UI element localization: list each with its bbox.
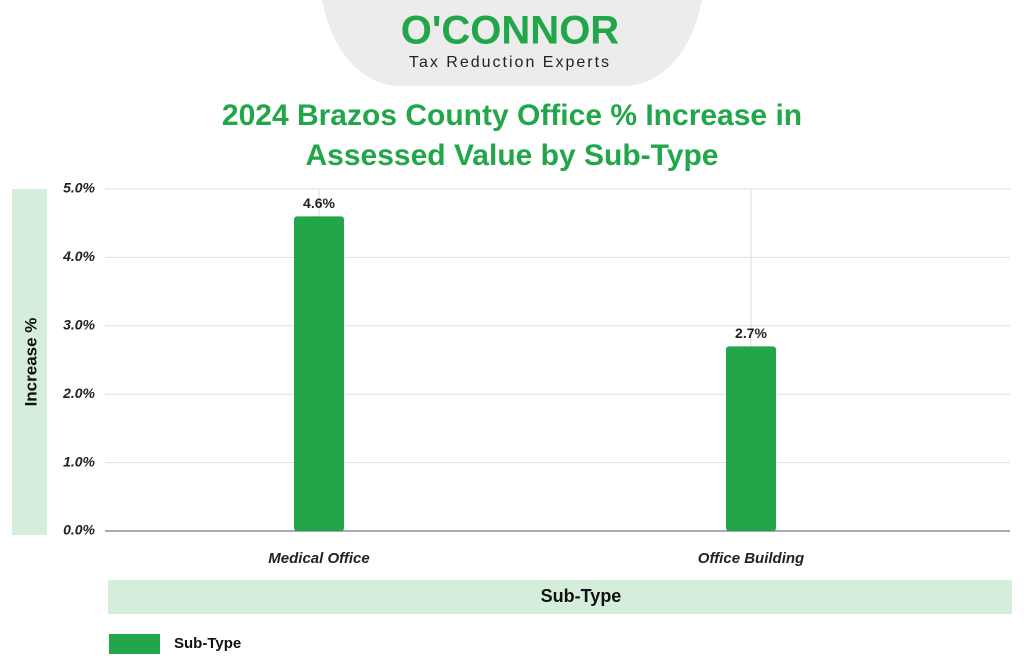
legend-label: Sub-Type (174, 635, 241, 652)
logo-brand: O'CONNOR (401, 9, 620, 53)
y-tick-label: 3.0% (63, 317, 95, 333)
x-axis-label: Sub-Type (541, 586, 622, 606)
y-tick-label: 4.0% (62, 248, 95, 264)
legend-swatch (109, 634, 160, 654)
bar (726, 346, 776, 531)
y-label-box (12, 189, 47, 535)
y-tick-label: 1.0% (63, 453, 95, 469)
data-label: 4.6% (303, 195, 335, 211)
x-tick-label: Office Building (698, 550, 804, 567)
x-tick-label: Medical Office (268, 550, 369, 567)
chart-title: 2024 Brazos County Office % Increase in … (221, 99, 803, 172)
y-tick-label: 2.0% (62, 385, 95, 401)
logo-background (322, 0, 702, 86)
data-label: 2.7% (735, 325, 767, 341)
logo-tagline: Tax Reduction Experts (409, 54, 611, 71)
y-tick-label: 5.0% (63, 180, 95, 196)
x-label-box (108, 580, 1012, 614)
y-axis-label: Increase % (21, 318, 40, 407)
y-tick-label: 0.0% (63, 522, 95, 538)
bar (294, 216, 344, 532)
